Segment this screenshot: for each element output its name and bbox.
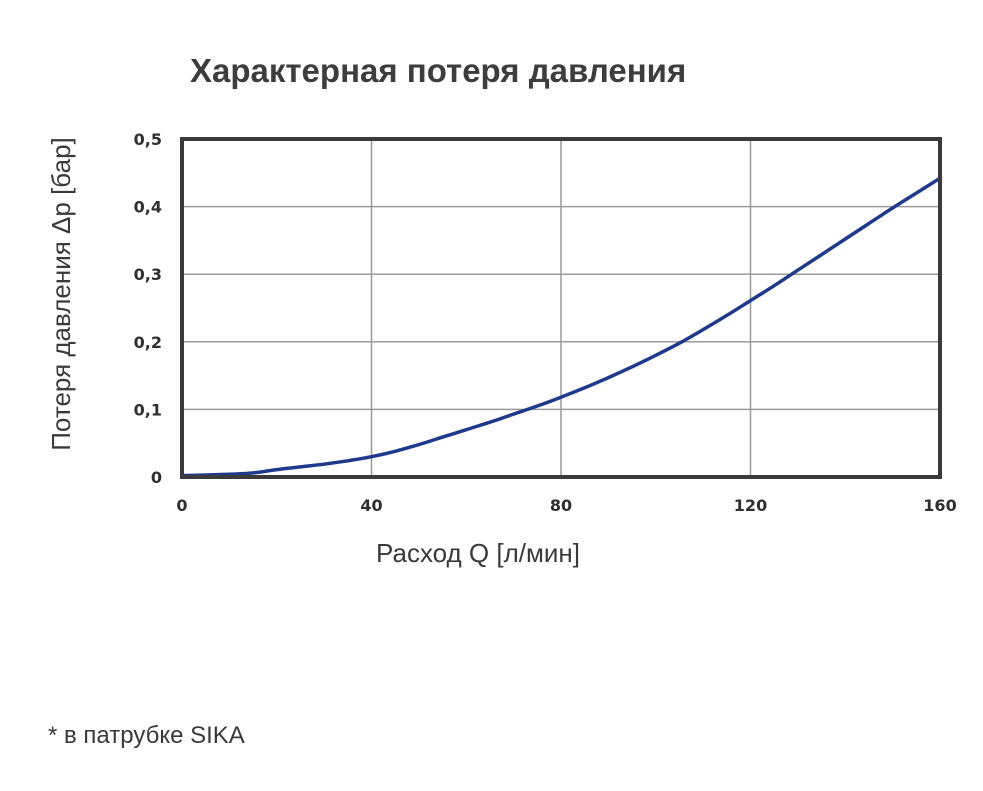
x-tick-label-0: 0 xyxy=(176,496,187,515)
x-tick-label-1: 40 xyxy=(360,496,382,515)
x-axis-label: Расход Q [л/мин] xyxy=(376,538,580,568)
y-tick-label-2: 0,2 xyxy=(134,333,162,352)
series-line-0 xyxy=(180,176,942,478)
x-tick-label-4: 160 xyxy=(923,496,956,515)
y-axis-label: Потеря давления Δp [бар] xyxy=(46,137,76,451)
curve-layer xyxy=(180,176,942,478)
y-tick-label-4: 0,4 xyxy=(134,198,162,217)
x-tick-label-2: 80 xyxy=(550,496,572,515)
footnote: * в патрубке SIKA xyxy=(48,722,245,749)
x-tick-labels: 0 40 80 120 160 xyxy=(176,496,956,515)
chart-title: Характерная потеря давления xyxy=(190,52,686,89)
x-tick-label-3: 120 xyxy=(734,496,767,515)
plot-frame xyxy=(180,137,942,479)
y-tick-label-0: 0 xyxy=(151,468,162,487)
y-tick-label-1: 0,1 xyxy=(134,400,162,419)
y-tick-labels: 0 0,1 0,2 0,3 0,4 0,5 xyxy=(134,130,162,487)
y-tick-label-5: 0,5 xyxy=(134,130,162,149)
grid xyxy=(182,139,940,477)
y-tick-label-3: 0,3 xyxy=(134,265,162,284)
